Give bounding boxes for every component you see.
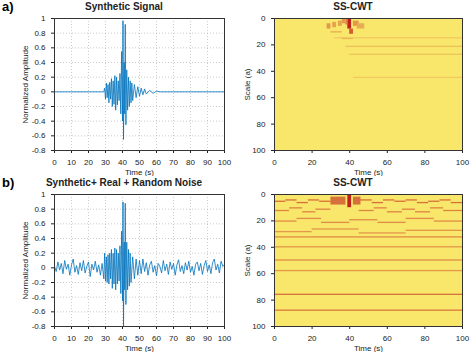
svg-text:-0.6: -0.6 bbox=[32, 307, 46, 316]
svg-text:100: 100 bbox=[456, 158, 470, 167]
svg-text:90: 90 bbox=[203, 334, 212, 343]
svg-text:-0.6: -0.6 bbox=[32, 131, 46, 140]
svg-text:50: 50 bbox=[135, 334, 144, 343]
svg-text:60: 60 bbox=[257, 93, 266, 102]
svg-text:100: 100 bbox=[252, 322, 266, 331]
svg-text:10: 10 bbox=[67, 334, 76, 343]
svg-text:Time (s): Time (s) bbox=[354, 168, 383, 177]
svg-text:0.8: 0.8 bbox=[34, 29, 46, 38]
svg-text:40: 40 bbox=[257, 67, 266, 76]
svg-text:0.8: 0.8 bbox=[34, 205, 46, 214]
html-text:Synthetic+ Real + Random Noise: Synthetic+ Real + Random Noise bbox=[45, 177, 203, 188]
svg-text:0.2: 0.2 bbox=[34, 73, 46, 82]
svg-text:Normalized Amplitude: Normalized Amplitude bbox=[21, 45, 30, 123]
svg-text:50: 50 bbox=[135, 158, 144, 167]
svg-text:1: 1 bbox=[41, 14, 46, 23]
svg-text:40: 40 bbox=[345, 334, 354, 343]
svg-text:1: 1 bbox=[41, 190, 46, 199]
svg-text:-0.8: -0.8 bbox=[32, 322, 46, 331]
svg-text:10: 10 bbox=[67, 158, 76, 167]
svg-text:0: 0 bbox=[272, 334, 277, 343]
svg-text:80: 80 bbox=[186, 334, 195, 343]
svg-text:40: 40 bbox=[257, 243, 266, 252]
svg-text:0.6: 0.6 bbox=[34, 43, 46, 52]
svg-text:-0.2: -0.2 bbox=[32, 278, 46, 287]
svg-text:0.4: 0.4 bbox=[34, 234, 46, 243]
svg-text:0: 0 bbox=[41, 263, 46, 272]
svg-text:90: 90 bbox=[203, 158, 212, 167]
html-text:a): a) bbox=[2, 0, 14, 14]
svg-text:80: 80 bbox=[420, 334, 429, 343]
svg-text:0.6: 0.6 bbox=[34, 219, 46, 228]
svg-text:80: 80 bbox=[257, 296, 266, 305]
svg-text:-0.8: -0.8 bbox=[32, 146, 46, 155]
svg-text:30: 30 bbox=[101, 158, 110, 167]
svg-text:20: 20 bbox=[84, 334, 93, 343]
html-text:Synthetic Signal: Synthetic Signal bbox=[85, 1, 163, 12]
svg-text:60: 60 bbox=[257, 269, 266, 278]
svg-text:0: 0 bbox=[52, 334, 57, 343]
svg-text:Normalized Amplitude: Normalized Amplitude bbox=[21, 221, 30, 299]
svg-text:40: 40 bbox=[118, 158, 127, 167]
svg-text:Time (s): Time (s) bbox=[354, 344, 383, 352]
svg-text:-0.4: -0.4 bbox=[32, 117, 46, 126]
svg-text:100: 100 bbox=[456, 334, 470, 343]
svg-text:Scale (a): Scale (a) bbox=[243, 244, 252, 276]
svg-text:100: 100 bbox=[218, 158, 232, 167]
svg-text:40: 40 bbox=[345, 158, 354, 167]
svg-text:20: 20 bbox=[84, 158, 93, 167]
svg-text:Time (s): Time (s) bbox=[125, 344, 154, 352]
html-text:SS-CWT: SS-CWT bbox=[333, 177, 373, 188]
svg-text:20: 20 bbox=[257, 40, 266, 49]
svg-text:60: 60 bbox=[383, 158, 392, 167]
svg-text:60: 60 bbox=[152, 158, 161, 167]
svg-text:0: 0 bbox=[41, 87, 46, 96]
svg-text:0: 0 bbox=[261, 190, 266, 199]
svg-text:-0.2: -0.2 bbox=[32, 102, 46, 111]
html-text:SS-CWT: SS-CWT bbox=[333, 1, 373, 12]
svg-text:Scale (a): Scale (a) bbox=[243, 68, 252, 100]
svg-text:20: 20 bbox=[257, 216, 266, 225]
svg-text:40: 40 bbox=[118, 334, 127, 343]
svg-text:80: 80 bbox=[257, 120, 266, 129]
html-text:b): b) bbox=[2, 175, 15, 190]
svg-text:100: 100 bbox=[252, 146, 266, 155]
svg-text:-0.4: -0.4 bbox=[32, 293, 46, 302]
svg-text:0: 0 bbox=[272, 158, 277, 167]
svg-text:70: 70 bbox=[169, 334, 178, 343]
svg-text:70: 70 bbox=[169, 158, 178, 167]
svg-text:80: 80 bbox=[186, 158, 195, 167]
svg-text:0: 0 bbox=[52, 158, 57, 167]
svg-text:60: 60 bbox=[152, 334, 161, 343]
svg-text:80: 80 bbox=[420, 158, 429, 167]
svg-text:20: 20 bbox=[308, 158, 317, 167]
svg-text:30: 30 bbox=[101, 334, 110, 343]
svg-text:Time (s): Time (s) bbox=[125, 168, 154, 177]
svg-text:60: 60 bbox=[383, 334, 392, 343]
svg-text:0.2: 0.2 bbox=[34, 249, 46, 258]
svg-text:20: 20 bbox=[308, 334, 317, 343]
svg-text:0: 0 bbox=[261, 14, 266, 23]
svg-text:100: 100 bbox=[218, 334, 232, 343]
svg-text:0.4: 0.4 bbox=[34, 58, 46, 67]
